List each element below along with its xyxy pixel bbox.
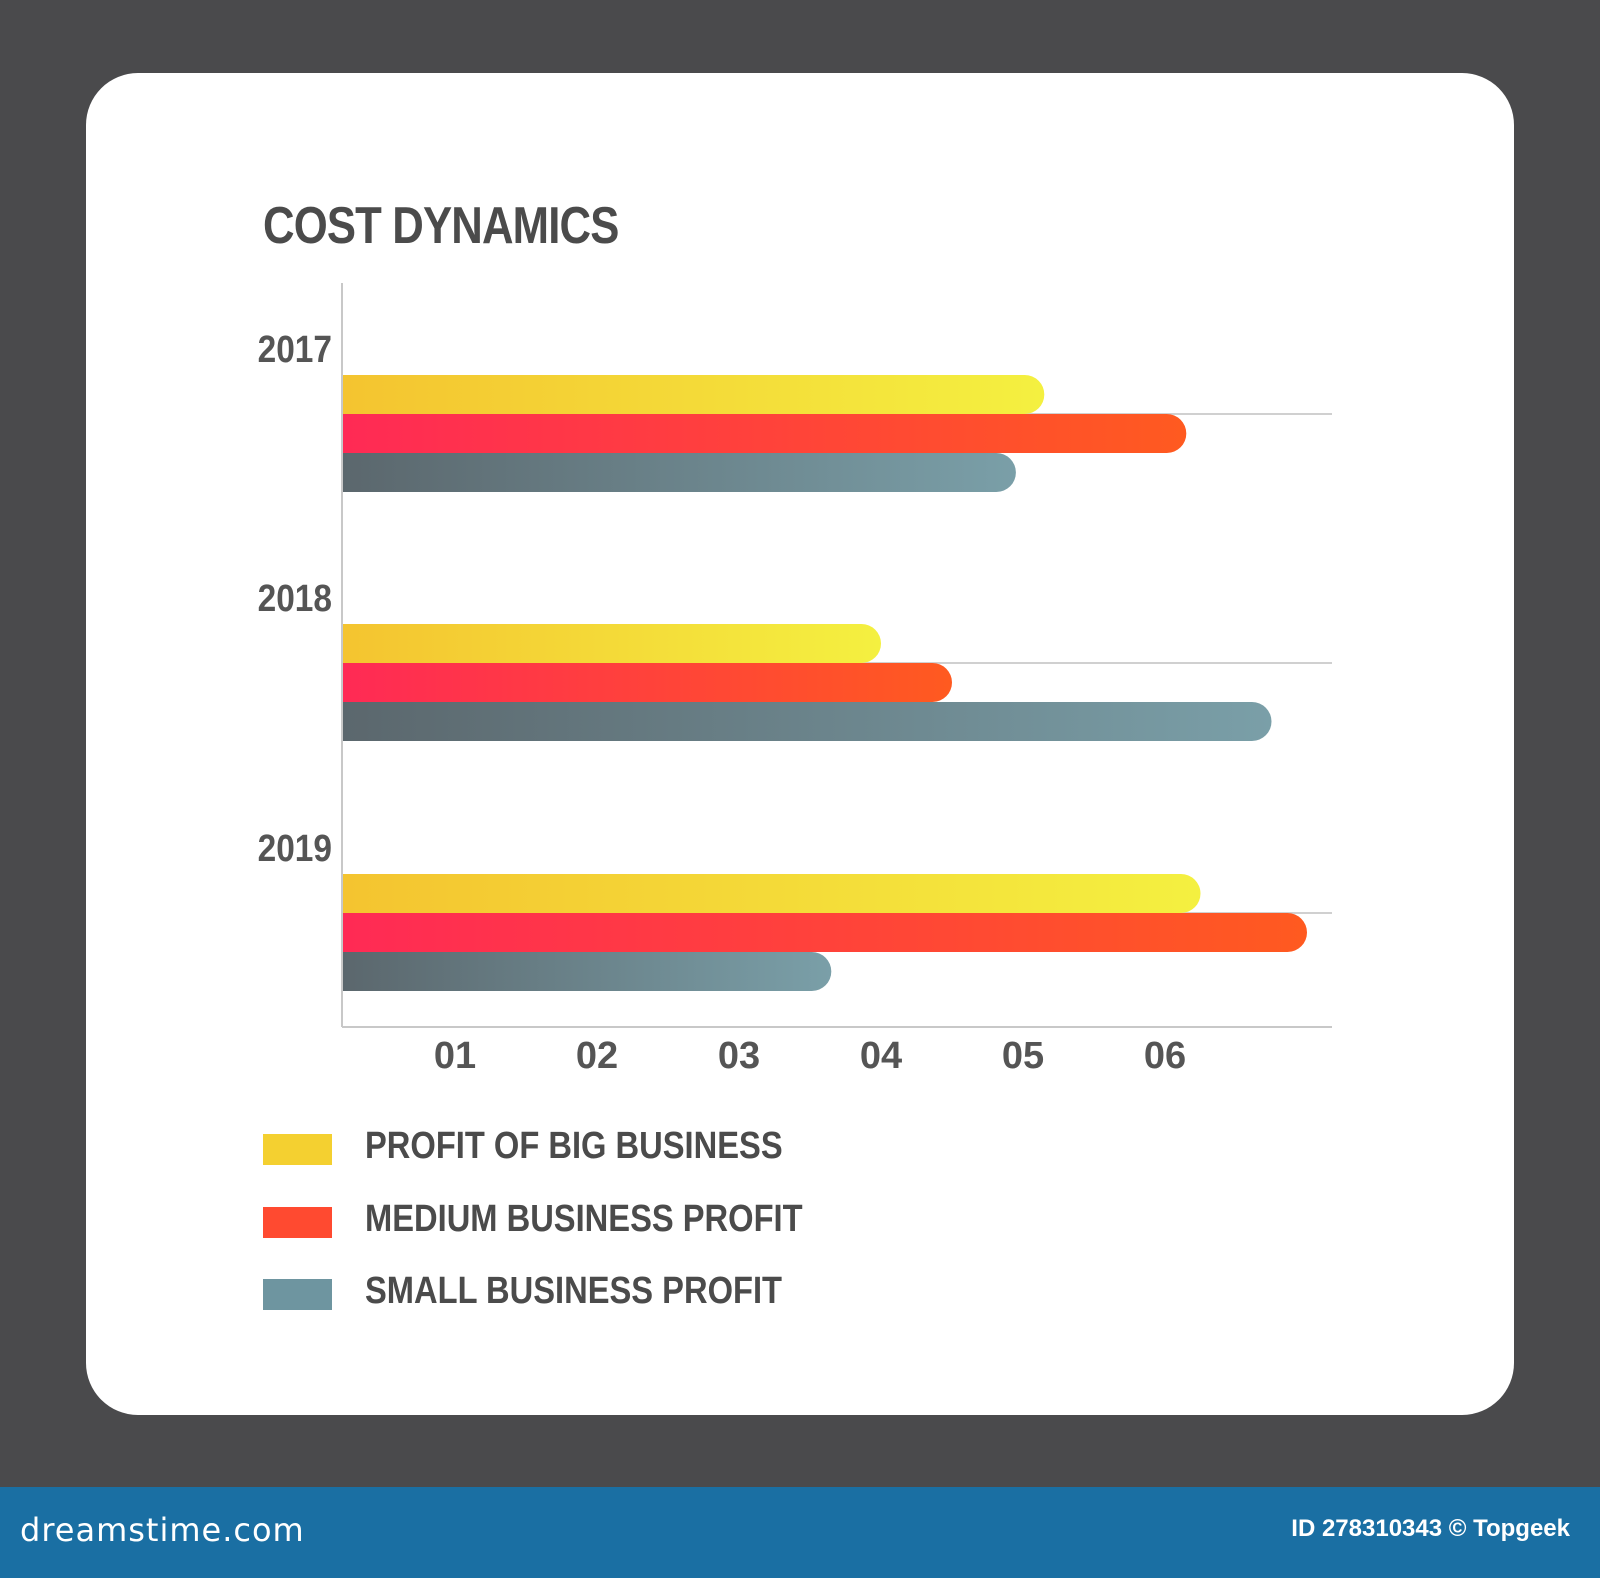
chart-title: COST DYNAMICS [263,197,619,255]
legend-swatch-big [263,1134,332,1165]
chart-card [86,73,1514,1415]
legend-swatch-small [263,1279,332,1310]
bar-big-2019 [342,874,1201,913]
bar-small-2017 [342,453,1016,492]
footer-brand[interactable]: dreamstime.com [20,1511,305,1549]
bar-big-2017 [342,375,1045,414]
x-tick-label: 02 [576,1035,618,1077]
bar-big-2018 [342,624,882,663]
x-tick-label: 06 [1144,1035,1186,1077]
footer-bar: dreamstime.com ID 278310343 © Topgeek [0,1487,1600,1578]
bar-small-2018 [342,702,1272,741]
legend-label-big: PROFIT OF BIG BUSINESS [365,1125,783,1167]
x-tick-label: 03 [718,1035,760,1077]
bar-small-2019 [342,952,832,991]
legend-label-small: SMALL BUSINESS PROFIT [365,1270,783,1312]
x-tick-label: 01 [434,1035,476,1077]
legend-swatch-medium [263,1207,332,1238]
x-tick-label: 05 [1002,1035,1044,1077]
bar-medium-2018 [342,663,953,702]
bar-chart: 2017 2018 2019 01 02 03 04 05 06 [258,283,1332,1077]
bar-medium-2019 [342,913,1307,952]
bar-medium-2017 [342,414,1187,453]
category-label-2018: 2018 [258,577,332,619]
legend-label-medium: MEDIUM BUSINESS PROFIT [365,1198,803,1240]
category-label-2017: 2017 [258,328,332,370]
footer-image-id: ID 278310343 © Topgeek [1291,1515,1570,1542]
category-label-2019: 2019 [258,827,332,869]
x-tick-label: 04 [860,1035,902,1077]
